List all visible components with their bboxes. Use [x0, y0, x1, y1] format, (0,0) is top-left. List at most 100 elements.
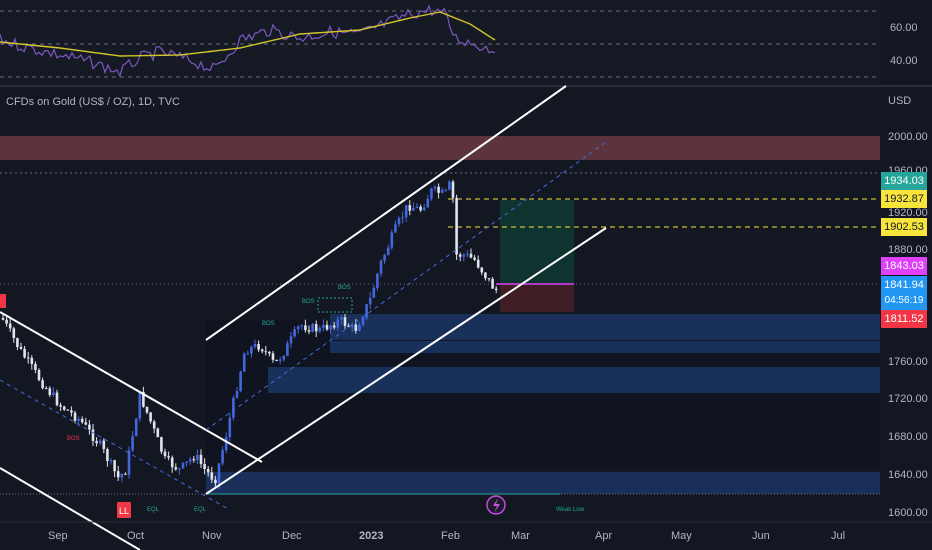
up-channel-mid	[205, 141, 607, 431]
weak-low-label: Weak Low	[556, 507, 585, 513]
time-label: 2023	[359, 530, 383, 542]
candle-body	[412, 207, 415, 211]
candle-body	[476, 259, 480, 268]
candle-body	[181, 462, 185, 469]
candle-body	[23, 348, 26, 358]
candle-body	[239, 371, 242, 391]
trend-lines[interactable]	[0, 85, 607, 550]
candle-body	[80, 418, 84, 423]
ll-label: LL	[119, 506, 129, 516]
bos-label-1: BOS	[67, 436, 80, 442]
symbol-title[interactable]: CFDs on Gold (US$ / OZ), 1D, TVC	[6, 96, 181, 108]
candle-body	[145, 406, 149, 413]
candle-body	[340, 317, 343, 320]
candle-body	[440, 189, 444, 193]
time-label: Nov	[202, 530, 222, 542]
candle-body	[142, 391, 145, 407]
candle-body	[102, 440, 106, 450]
candle-body	[163, 451, 167, 457]
price-tick: 1640.00	[888, 469, 928, 481]
candle-body	[178, 468, 181, 470]
candle-body	[84, 422, 88, 425]
candle-body	[232, 397, 235, 418]
candle-body	[12, 328, 16, 339]
time-label: Dec	[282, 530, 302, 542]
price-tick: 1880.00	[888, 244, 928, 256]
candle-body	[77, 418, 80, 421]
reference-lines	[0, 172, 880, 495]
candle-body	[34, 363, 37, 370]
candle-body	[210, 472, 214, 480]
candle-body	[430, 188, 433, 199]
candle-body	[156, 428, 160, 438]
time-label: Apr	[595, 530, 612, 542]
candle-body	[199, 454, 203, 464]
candle-body	[221, 450, 224, 464]
candle-body	[487, 278, 491, 280]
demand-zone-2	[330, 341, 880, 353]
candle-body	[170, 457, 174, 468]
price-badge-stop: 1811.52	[881, 310, 927, 328]
eql-label-2: EQL	[194, 507, 207, 513]
candle-body	[372, 287, 376, 298]
candle-body	[368, 297, 372, 305]
candle-body	[404, 205, 408, 218]
flash-event-icon[interactable]	[486, 495, 506, 515]
candle-body	[196, 454, 199, 461]
candle-body	[286, 343, 289, 356]
rsi-tick-40: 40.00	[890, 55, 918, 67]
candle-body	[325, 324, 329, 330]
rsi-tick-60: 60.00	[890, 22, 918, 34]
candle-body	[408, 205, 412, 211]
down-channel-mid	[0, 379, 231, 511]
candle-body	[383, 254, 386, 261]
candle-body	[192, 459, 196, 461]
candle-body	[268, 351, 271, 354]
candle-body	[473, 257, 476, 260]
candle-body	[206, 468, 210, 473]
candle-body	[448, 181, 451, 190]
candle-body	[70, 410, 73, 413]
price-tick: 1920.00	[888, 207, 928, 219]
candle-body	[293, 329, 296, 337]
candle-body	[98, 440, 102, 444]
price-tick: 2000.00	[888, 131, 928, 143]
candle-body	[48, 388, 52, 395]
candle-body	[455, 197, 458, 255]
candle-body	[484, 272, 487, 279]
candle-body	[433, 186, 437, 189]
rsi-ma-line	[0, 11, 496, 57]
supply-zone	[0, 136, 880, 160]
candle-body	[278, 359, 282, 361]
candle-body	[16, 338, 19, 347]
down-channel-lower	[0, 467, 141, 550]
demand-zone-1	[330, 314, 880, 340]
candle-body	[246, 353, 250, 355]
candle-body	[397, 218, 401, 225]
candle-body	[458, 254, 462, 257]
candle-body	[224, 437, 228, 451]
candle-body	[462, 254, 466, 257]
candle-body	[466, 253, 469, 255]
demand-zone-4	[206, 472, 880, 494]
zones	[0, 136, 880, 494]
candle-body	[66, 409, 70, 411]
candle-body	[318, 327, 322, 332]
candle-body	[304, 325, 307, 331]
candle-body	[394, 224, 397, 233]
candlesticks	[1, 179, 498, 490]
candle-body	[444, 189, 448, 191]
candle-body	[44, 388, 48, 390]
candle-body	[217, 463, 221, 484]
candle-body	[361, 317, 365, 325]
candle-body	[289, 336, 293, 344]
candle-body	[134, 418, 138, 437]
time-axis[interactable]: Sep Oct Nov Dec 2023 Feb Mar Apr May Jun…	[0, 521, 932, 542]
candle-body	[379, 260, 383, 274]
price-tick: 1600.00	[888, 507, 928, 519]
price-tick: 1720.00	[888, 393, 928, 405]
price-badge-level-1: 1932.87	[881, 190, 927, 208]
time-label: Sep	[48, 530, 68, 542]
candle-body	[415, 206, 419, 208]
